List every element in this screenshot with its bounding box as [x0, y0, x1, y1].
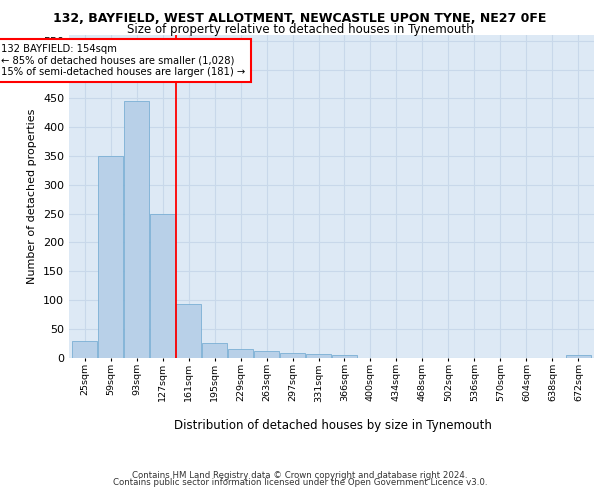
Bar — [280, 354, 305, 358]
Bar — [98, 156, 123, 358]
Bar — [202, 343, 227, 357]
Text: Contains public sector information licensed under the Open Government Licence v3: Contains public sector information licen… — [113, 478, 487, 487]
Bar — [228, 349, 253, 358]
Bar — [332, 354, 357, 358]
Bar — [566, 354, 591, 358]
Text: Contains HM Land Registry data © Crown copyright and database right 2024.: Contains HM Land Registry data © Crown c… — [132, 471, 468, 480]
Y-axis label: Number of detached properties: Number of detached properties — [28, 108, 37, 284]
Text: Distribution of detached houses by size in Tynemouth: Distribution of detached houses by size … — [174, 420, 492, 432]
Text: Size of property relative to detached houses in Tynemouth: Size of property relative to detached ho… — [127, 22, 473, 36]
Bar — [176, 304, 201, 358]
Text: 132 BAYFIELD: 154sqm
← 85% of detached houses are smaller (1,028)
15% of semi-de: 132 BAYFIELD: 154sqm ← 85% of detached h… — [1, 44, 246, 77]
Bar — [150, 214, 175, 358]
Bar — [124, 101, 149, 357]
Bar — [254, 350, 279, 358]
Bar — [72, 342, 97, 357]
Text: 132, BAYFIELD, WEST ALLOTMENT, NEWCASTLE UPON TYNE, NE27 0FE: 132, BAYFIELD, WEST ALLOTMENT, NEWCASTLE… — [53, 12, 547, 26]
Bar — [306, 354, 331, 358]
